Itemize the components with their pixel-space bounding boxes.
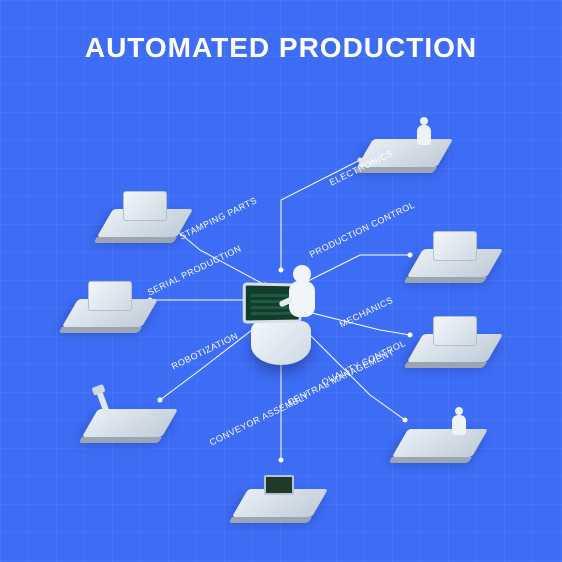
- central-robot: [221, 235, 341, 365]
- machine-conveyor: [230, 455, 330, 525]
- machine-mechanics: [405, 300, 505, 370]
- machine-serial: [60, 265, 160, 335]
- machine-robotization: [80, 375, 180, 445]
- page-title: AUTOMATED PRODUCTION: [0, 32, 562, 64]
- machine-quality: [390, 395, 490, 465]
- label-production-ctrl: PRODUCTION CONTROL: [308, 200, 417, 260]
- label-mechanics: MECHANICS: [338, 295, 395, 330]
- machine-production-ctrl: [405, 215, 505, 285]
